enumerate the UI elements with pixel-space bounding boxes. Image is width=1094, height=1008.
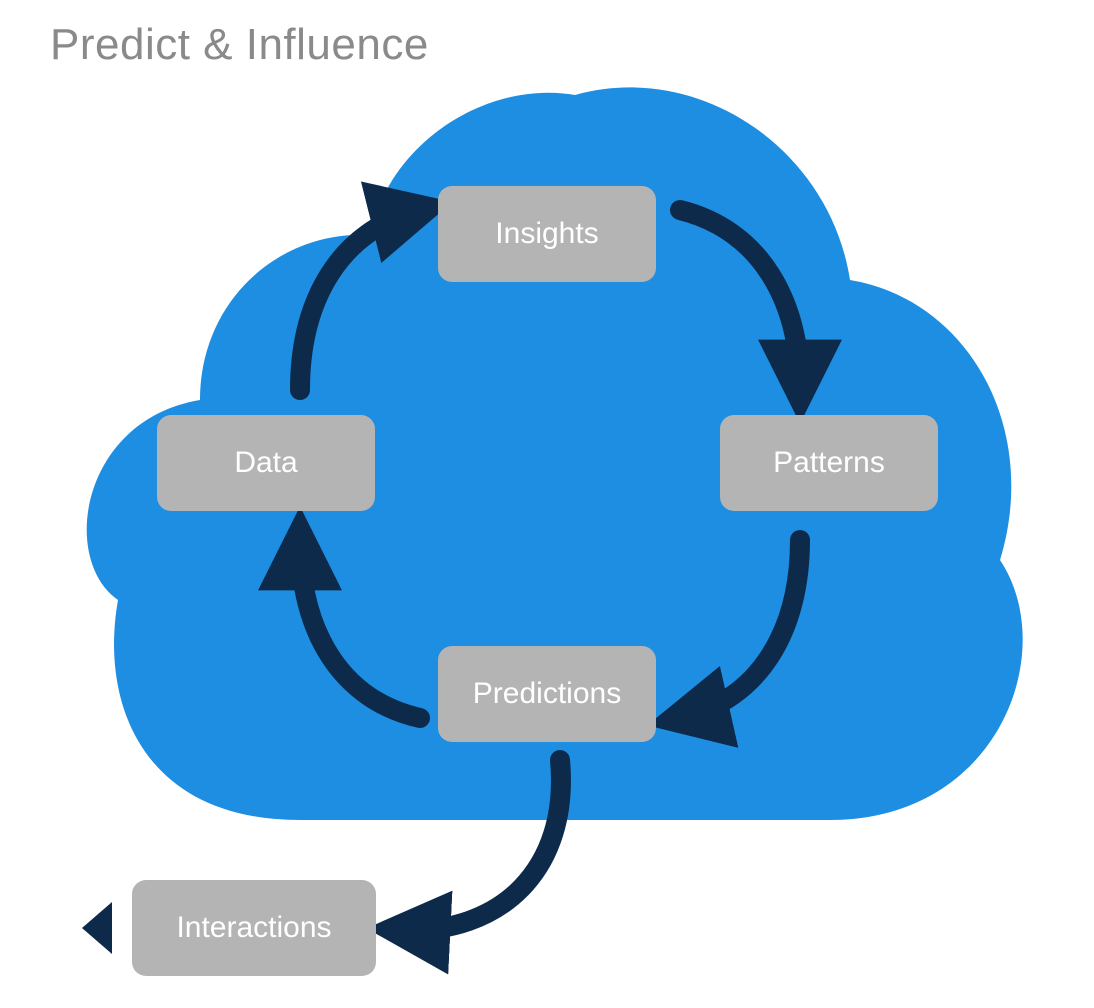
- node-patterns-label: Patterns: [773, 446, 885, 480]
- node-patterns: Patterns: [720, 415, 938, 511]
- node-interactions: Interactions: [132, 880, 376, 976]
- node-insights: Insights: [438, 186, 656, 282]
- node-data-label: Data: [234, 446, 297, 480]
- node-insights-label: Insights: [495, 217, 598, 251]
- left-triangle-icon: [82, 902, 112, 954]
- node-predictions-label: Predictions: [473, 677, 621, 711]
- node-interactions-label: Interactions: [176, 911, 331, 945]
- node-predictions: Predictions: [438, 646, 656, 742]
- node-data: Data: [157, 415, 375, 511]
